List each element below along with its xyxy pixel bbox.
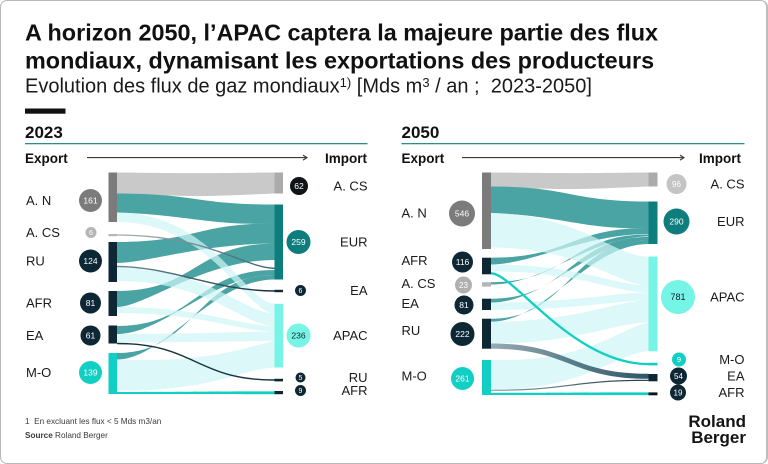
svg-text:259: 259	[291, 237, 305, 247]
svg-text:APAC: APAC	[710, 290, 744, 305]
svg-text:A. N: A. N	[402, 206, 427, 221]
svg-text:AFR: AFR	[342, 383, 368, 398]
svg-text:62: 62	[294, 181, 304, 191]
svg-text:Export: Export	[25, 151, 68, 166]
svg-text:mondiaux, dynamisant les expor: mondiaux, dynamisant les exportations de…	[25, 48, 654, 74]
svg-text:261: 261	[455, 374, 469, 384]
svg-text:81: 81	[459, 300, 469, 310]
svg-text:EA: EA	[402, 296, 420, 311]
svg-text:1 En excluant les flux < 5 Md: 1 En excluant les flux < 5 Mds m3/an	[25, 417, 162, 426]
svg-text:APAC: APAC	[333, 328, 367, 343]
svg-text:AFR: AFR	[26, 296, 52, 311]
svg-text:546: 546	[455, 209, 469, 219]
svg-text:124: 124	[83, 256, 97, 266]
svg-text:EA: EA	[26, 328, 44, 343]
svg-text:A. CS: A. CS	[711, 177, 745, 192]
svg-text:161: 161	[83, 196, 97, 206]
svg-text:A. CS: A. CS	[26, 225, 60, 240]
svg-text:AFR: AFR	[402, 253, 428, 268]
svg-text:A. N: A. N	[26, 193, 51, 208]
svg-text:M-O: M-O	[402, 369, 427, 384]
svg-text:RU: RU	[349, 370, 368, 385]
svg-text:EUR: EUR	[717, 214, 744, 229]
svg-text:781: 781	[670, 292, 685, 302]
svg-text:81: 81	[86, 298, 96, 308]
svg-text:222: 222	[455, 329, 469, 339]
svg-text:RU: RU	[26, 254, 45, 269]
svg-text:9: 9	[677, 355, 681, 364]
svg-text:23: 23	[459, 281, 468, 290]
svg-text:A. CS: A. CS	[402, 276, 436, 291]
svg-text:Source Roland Berger: Source Roland Berger	[25, 431, 108, 440]
svg-text:2023: 2023	[25, 123, 63, 142]
svg-text:Roland: Roland	[688, 412, 746, 431]
svg-text:290: 290	[669, 217, 683, 227]
svg-text:M-O: M-O	[719, 352, 744, 367]
svg-text:EA: EA	[727, 369, 745, 384]
svg-text:EUR: EUR	[340, 235, 367, 250]
svg-text:RU: RU	[402, 323, 421, 338]
svg-text:54: 54	[674, 372, 683, 381]
svg-text:2050: 2050	[402, 123, 440, 142]
svg-text:Import: Import	[325, 151, 368, 166]
svg-text:EA: EA	[350, 283, 368, 298]
svg-text:A. CS: A. CS	[334, 179, 368, 194]
svg-text:9: 9	[299, 388, 303, 395]
svg-text:6: 6	[299, 288, 303, 295]
svg-text:Import: Import	[699, 151, 742, 166]
svg-text:Export: Export	[402, 151, 445, 166]
svg-text:116: 116	[456, 257, 470, 267]
svg-text:Berger: Berger	[691, 428, 746, 447]
svg-text:M-O: M-O	[26, 365, 51, 380]
svg-text:5: 5	[299, 375, 303, 382]
svg-text:19: 19	[674, 388, 683, 397]
svg-text:AFR: AFR	[719, 385, 745, 400]
svg-text:236: 236	[291, 331, 305, 341]
svg-text:139: 139	[83, 368, 97, 378]
svg-text:6: 6	[89, 230, 93, 237]
svg-text:A horizon 2050, l’APAC captera: A horizon 2050, l’APAC captera la majeur…	[25, 20, 658, 46]
svg-text:61: 61	[86, 331, 96, 341]
svg-text:96: 96	[672, 180, 681, 189]
svg-text:Evolution des flux de gaz mond: Evolution des flux de gaz mondiaux1) [Md…	[25, 75, 592, 98]
